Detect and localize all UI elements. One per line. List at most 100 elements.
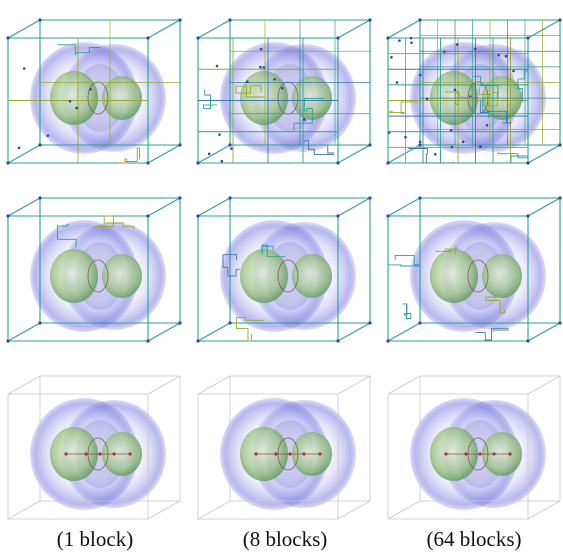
- node: [75, 107, 78, 110]
- node: [456, 43, 459, 46]
- vertex: [228, 321, 231, 324]
- vertex: [38, 321, 41, 324]
- vertex: [178, 18, 181, 21]
- vertex: [526, 161, 529, 164]
- edge: [8, 323, 40, 341]
- node: [474, 47, 477, 50]
- caption: (1 block): [57, 527, 133, 551]
- vertex: [196, 214, 199, 217]
- node: [398, 39, 401, 42]
- node: [303, 118, 306, 121]
- core: [50, 249, 98, 303]
- edge: [338, 501, 370, 519]
- vertex: [386, 161, 389, 164]
- vertex: [6, 214, 9, 217]
- node: [259, 66, 262, 69]
- vertex: [146, 214, 149, 217]
- vertex: [418, 196, 421, 199]
- vertex: [146, 161, 149, 164]
- edge: [8, 145, 40, 163]
- edge: [528, 145, 560, 163]
- vertex: [386, 36, 389, 39]
- edge: [388, 323, 420, 341]
- vertex: [336, 214, 339, 217]
- core: [430, 249, 478, 303]
- vertex: [368, 321, 371, 324]
- edge: [198, 501, 230, 519]
- core: [50, 71, 98, 125]
- atom: [464, 452, 467, 455]
- edge: [528, 376, 560, 394]
- vertex: [526, 339, 529, 342]
- edge: [198, 145, 230, 163]
- atom: [318, 452, 321, 455]
- node: [218, 133, 221, 136]
- edge: [8, 20, 40, 38]
- vertex: [146, 339, 149, 342]
- vertex: [178, 321, 181, 324]
- vertex: [228, 18, 231, 21]
- node: [443, 50, 446, 53]
- node: [497, 54, 500, 57]
- atom: [64, 452, 67, 455]
- vertex: [38, 143, 41, 146]
- vertex: [418, 18, 421, 21]
- edge: [8, 501, 40, 519]
- vertex: [386, 339, 389, 342]
- atom: [508, 452, 511, 455]
- vertex: [418, 143, 421, 146]
- atom: [492, 452, 495, 455]
- edge: [198, 376, 230, 394]
- rendering: [388, 376, 560, 519]
- vertex: [368, 18, 371, 21]
- vertex: [38, 196, 41, 199]
- atom: [254, 452, 257, 455]
- edge: [338, 20, 370, 38]
- partition-boundary: [498, 152, 528, 163]
- edge: [8, 376, 40, 394]
- atom: [84, 452, 87, 455]
- edge: [148, 376, 180, 394]
- node: [486, 124, 489, 127]
- vertex: [368, 196, 371, 199]
- node: [390, 56, 393, 59]
- edge: [148, 323, 180, 341]
- edge: [148, 20, 180, 38]
- node: [23, 67, 26, 70]
- edge: [198, 20, 230, 38]
- edge: [338, 376, 370, 394]
- rendering: [6, 18, 181, 164]
- node: [246, 80, 249, 83]
- partition-boundary: [403, 304, 411, 319]
- node: [273, 78, 276, 81]
- vertex: [38, 18, 41, 21]
- atom: [478, 452, 481, 455]
- edge: [528, 323, 560, 341]
- node: [450, 129, 453, 132]
- node: [47, 134, 50, 137]
- node: [216, 65, 219, 68]
- edge: [148, 198, 180, 216]
- vertex: [336, 339, 339, 342]
- rendering: [196, 18, 371, 164]
- vertex: [418, 321, 421, 324]
- edge: [198, 198, 230, 216]
- rendering: [386, 196, 561, 342]
- atom: [128, 452, 131, 455]
- vertex: [146, 36, 149, 39]
- node: [260, 48, 263, 51]
- atom: [274, 452, 277, 455]
- atom: [444, 452, 447, 455]
- edge: [8, 198, 40, 216]
- edge: [338, 198, 370, 216]
- node: [18, 147, 21, 150]
- vertex: [368, 143, 371, 146]
- edge: [388, 198, 420, 216]
- atom: [302, 452, 305, 455]
- vertex: [178, 143, 181, 146]
- node: [462, 141, 465, 144]
- node: [505, 55, 508, 58]
- node: [404, 136, 407, 139]
- vertex: [6, 161, 9, 164]
- figure: (1 block) (8 blocks) (64 blocks): [0, 0, 563, 554]
